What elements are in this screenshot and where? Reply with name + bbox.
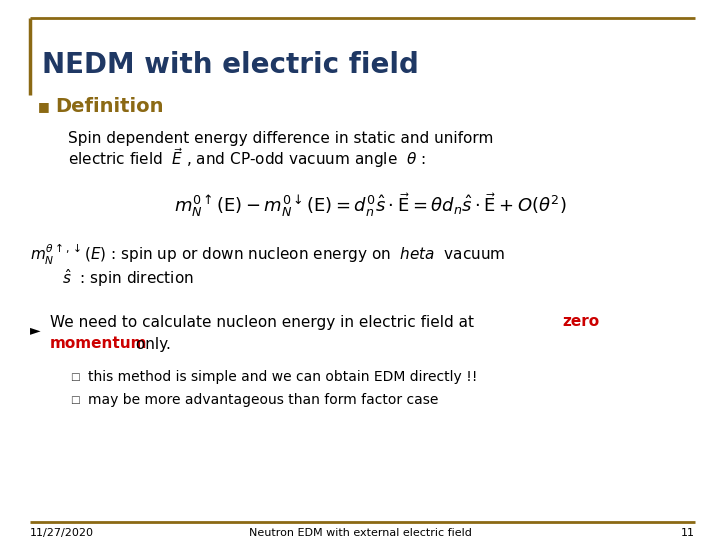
Text: this method is simple and we can obtain EDM directly !!: this method is simple and we can obtain … — [88, 370, 477, 384]
Text: may be more advantageous than form factor case: may be more advantageous than form facto… — [88, 393, 438, 407]
Text: Neutron EDM with external electric field: Neutron EDM with external electric field — [248, 528, 472, 538]
Text: only.: only. — [131, 336, 171, 352]
Text: We need to calculate nucleon energy in electric field at: We need to calculate nucleon energy in e… — [50, 314, 479, 329]
Text: momentum: momentum — [50, 336, 148, 352]
Text: 11/27/2020: 11/27/2020 — [30, 528, 94, 538]
Text: $m_N^{\theta\uparrow,\downarrow}(E)$ : spin up or down nucleon energy on  $	heta: $m_N^{\theta\uparrow,\downarrow}(E)$ : s… — [30, 243, 505, 267]
Text: $m_N^{0\uparrow}(\mathrm{E}) - m_N^{0\downarrow}(\mathrm{E}) = d_n^{0}\hat{s}\cd: $m_N^{0\uparrow}(\mathrm{E}) - m_N^{0\do… — [174, 191, 567, 219]
Text: NEDM with electric field: NEDM with electric field — [42, 51, 419, 79]
Text: □: □ — [70, 372, 80, 382]
Text: zero: zero — [562, 314, 599, 329]
Text: Definition: Definition — [55, 98, 163, 117]
Text: $\hat{s}$  : spin direction: $\hat{s}$ : spin direction — [62, 267, 194, 289]
Text: electric field  $\vec{E}$ , and CP-odd vacuum angle  $\theta$ :: electric field $\vec{E}$ , and CP-odd va… — [68, 146, 426, 170]
Text: Spin dependent energy difference in static and uniform: Spin dependent energy difference in stat… — [68, 131, 493, 145]
Text: 11: 11 — [681, 528, 695, 538]
Text: □: □ — [70, 395, 80, 405]
Text: ■: ■ — [38, 100, 50, 113]
Text: ►: ► — [30, 323, 40, 337]
